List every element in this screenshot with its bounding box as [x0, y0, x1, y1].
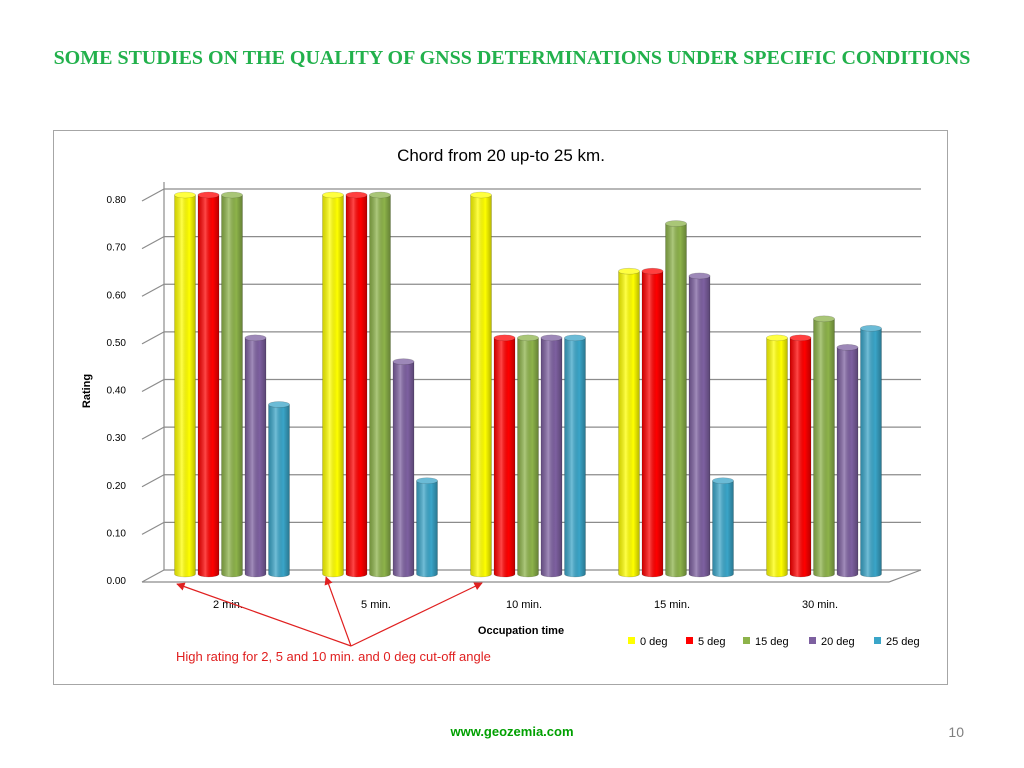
- gridline-diagonal: [141, 426, 165, 440]
- legend-label: 25 deg: [886, 636, 920, 648]
- legend-swatch: [628, 637, 635, 644]
- bar: [665, 220, 687, 578]
- bar: [766, 334, 788, 578]
- y-tick-labels: 0.00 0.10 0.20 0.30 0.40 0.50 0.60 0.70 0.80: [107, 195, 127, 587]
- gridline-diagonal: [141, 283, 165, 297]
- annotation-arrow: [350, 582, 483, 647]
- y-tick-label: 0.70: [107, 243, 127, 254]
- y-tick-label: 0.30: [107, 433, 127, 444]
- gridline-diagonal: [141, 378, 165, 393]
- legend-item: 25 deg: [874, 636, 920, 648]
- x-tick-label: 10 min.: [506, 599, 542, 611]
- bar: [268, 401, 290, 578]
- annotation-text: High rating for 2, 5 and 10 min. and 0 d…: [176, 649, 491, 664]
- slide-title: SOME STUDIES ON THE QUALITY OF GNSS DETE…: [53, 47, 971, 69]
- y-tick-label: 0.80: [107, 195, 127, 206]
- gridline-diagonal: [141, 474, 165, 488]
- x-tick-labels: 2 min. 5 min. 10 min. 15 min. 30 min.: [213, 599, 838, 611]
- bar: [369, 191, 391, 578]
- footer-url[interactable]: www.geozemia.com: [450, 724, 574, 739]
- legend-swatch: [686, 637, 693, 644]
- bar: [221, 191, 243, 578]
- bar-layer: [174, 191, 882, 578]
- x-tick-label: 2 min.: [213, 599, 243, 611]
- legend-item: 0 deg: [628, 636, 668, 648]
- legend-item: 20 deg: [809, 636, 855, 648]
- page-number: 10: [948, 724, 964, 740]
- gridline-diagonal: [141, 569, 165, 583]
- chart-frame: 0.00 0.10 0.20 0.30 0.40 0.50 0.60 0.70 0.80 2 m…: [53, 130, 948, 685]
- annotation-arrows: [176, 576, 483, 647]
- gridline-diagonal: [141, 521, 165, 535]
- chart-svg: 0.00 0.10 0.20 0.30 0.40 0.50 0.60 0.70 0.80 2 m…: [81, 146, 922, 664]
- bar: [641, 267, 664, 578]
- bar: [197, 191, 220, 578]
- bar: [470, 191, 492, 578]
- legend-label: 5 deg: [698, 636, 726, 648]
- legend-swatch: [874, 637, 881, 644]
- bar: [564, 334, 586, 578]
- bar: [836, 344, 859, 578]
- x-tick-label: 15 min.: [654, 599, 690, 611]
- legend-item: 5 deg: [686, 636, 726, 648]
- bar: [174, 191, 196, 578]
- bar: [244, 334, 267, 578]
- annotation-arrow: [176, 582, 352, 647]
- x-tick-label: 30 min.: [802, 599, 838, 611]
- bar: [618, 267, 640, 578]
- legend: 0 deg 5 deg 15 deg 20 deg 25 deg: [628, 636, 920, 648]
- legend-label: 0 deg: [640, 636, 668, 648]
- bar: [416, 477, 438, 578]
- legend-swatch: [743, 637, 750, 644]
- gridline-diagonal: [141, 236, 165, 250]
- bar: [688, 272, 711, 578]
- y-axis-label: Rating: [81, 374, 93, 408]
- annotation-arrow: [324, 576, 352, 647]
- y-tick-label: 0.20: [107, 481, 127, 492]
- y-tick-label: 0.50: [107, 338, 127, 349]
- legend-label: 15 deg: [755, 636, 789, 648]
- bar: [540, 334, 563, 578]
- legend-swatch: [809, 637, 816, 644]
- bar: [860, 325, 882, 578]
- bar: [392, 358, 415, 578]
- bar: [345, 191, 368, 578]
- y-tick-label: 0.40: [107, 386, 127, 397]
- y-tick-label: 0.00: [107, 576, 127, 587]
- y-tick-label: 0.10: [107, 528, 127, 539]
- bar: [789, 334, 812, 578]
- gridline-diagonal: [141, 188, 165, 202]
- x-axis-floor: [142, 569, 922, 583]
- chart-title: Chord from 20 up-to 25 km.: [397, 146, 605, 165]
- legend-item: 15 deg: [743, 636, 789, 648]
- x-tick-label: 5 min.: [361, 599, 391, 611]
- y-tick-label: 0.60: [107, 290, 127, 301]
- bar: [517, 334, 539, 578]
- x-axis-label: Occupation time: [478, 625, 564, 637]
- legend-label: 20 deg: [821, 636, 855, 648]
- bar: [813, 315, 835, 578]
- bar: [712, 477, 734, 578]
- bar: [493, 334, 516, 578]
- bar: [322, 191, 344, 578]
- gridline-diagonal: [141, 331, 165, 345]
